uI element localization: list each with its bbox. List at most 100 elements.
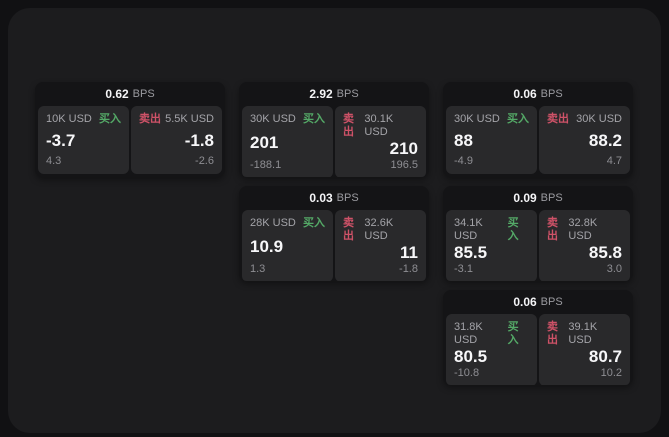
sell-panel-top: 卖出 30K USD: [547, 113, 622, 126]
bps-unit-label: BPS: [132, 88, 155, 100]
sell-panel-top: 卖出 30.1K USD: [343, 113, 418, 139]
bps-value: 2.92: [309, 87, 333, 101]
bps-value: 0.62: [105, 87, 129, 101]
sell-side-label: 卖出: [343, 113, 354, 138]
quote-panels: 31.8K USD 买入 80.5 -10.8 卖出 39.1K USD 80.…: [443, 314, 633, 385]
bps-unit-label: BPS: [540, 192, 563, 204]
card-header: 0.09 BPS: [443, 186, 633, 210]
sell-delta: 10.2: [600, 367, 622, 379]
buy-delta: -10.8: [454, 367, 480, 379]
buy-delta: -4.9: [454, 155, 473, 167]
sell-amount: 39.1K USD: [568, 321, 598, 346]
sell-panel-top: 卖出 39.1K USD: [547, 321, 622, 347]
app-surface: 0.62 BPS 10K USD 买入 -3.7 4.3 卖出 5.5K USD: [8, 8, 661, 433]
bps-value: 0.03: [309, 191, 333, 205]
sell-price: 11: [400, 243, 418, 262]
sell-panel-top: 卖出 32.8K USD: [547, 217, 622, 243]
bps-unit-label: BPS: [336, 88, 359, 100]
sell-panel[interactable]: 卖出 30.1K USD 210 196.5: [335, 106, 426, 177]
quote-card: 2.92 BPS 30K USD 买入 201 -188.1 卖出 30.1K …: [239, 82, 429, 177]
sell-panel[interactable]: 卖出 5.5K USD -1.8 -2.6: [131, 106, 222, 174]
buy-panel-top: 10K USD 买入: [46, 113, 121, 126]
buy-side-label: 买入: [303, 113, 325, 125]
buy-panel[interactable]: 28K USD 买入 10.9 1.3: [242, 210, 333, 281]
buy-delta: -3.1: [454, 263, 473, 275]
buy-panel-top: 28K USD 买入: [250, 217, 325, 230]
bps-value: 0.09: [513, 191, 537, 205]
card-header: 0.62 BPS: [35, 82, 225, 106]
sell-side-label: 卖出: [343, 217, 354, 242]
sell-side-label: 卖出: [139, 113, 161, 125]
sell-side-label: 卖出: [547, 321, 558, 346]
buy-delta: 4.3: [46, 155, 62, 167]
sell-panel[interactable]: 卖出 39.1K USD 80.7 10.2: [539, 314, 630, 385]
buy-delta: -188.1: [250, 159, 282, 171]
sell-price: -1.8: [184, 130, 214, 150]
buy-panel[interactable]: 31.8K USD 买入 80.5 -10.8: [446, 314, 537, 385]
quote-card: 0.06 BPS 31.8K USD 买入 80.5 -10.8 卖出 39.1…: [443, 290, 633, 385]
sell-panel[interactable]: 卖出 32.6K USD 11 -1.8: [335, 210, 426, 281]
buy-side-label: 买入: [507, 321, 519, 346]
sell-amount: 5.5K USD: [165, 113, 214, 125]
buy-panel-top: 31.8K USD 买入: [454, 321, 529, 347]
sell-delta: 4.7: [606, 155, 622, 167]
sell-price: 210: [389, 139, 418, 158]
sell-price: 85.8: [588, 243, 622, 262]
quote-panels: 34.1K USD 买入 85.5 -3.1 卖出 32.8K USD 85.8…: [443, 210, 633, 281]
buy-side-label: 买入: [303, 217, 325, 229]
sell-panel[interactable]: 卖出 30K USD 88.2 4.7: [539, 106, 630, 174]
buy-price: 201: [250, 132, 279, 152]
buy-side-label: 买入: [507, 217, 519, 242]
buy-panel[interactable]: 34.1K USD 买入 85.5 -3.1: [446, 210, 537, 281]
bps-value: 0.06: [513, 295, 537, 309]
buy-panel[interactable]: 30K USD 买入 88 -4.9: [446, 106, 537, 174]
bps-unit-label: BPS: [540, 88, 563, 100]
sell-amount: 30.1K USD: [364, 113, 394, 138]
sell-panel-top: 卖出 32.6K USD: [343, 217, 418, 243]
sell-amount: 30K USD: [576, 113, 622, 125]
buy-panel[interactable]: 30K USD 买入 201 -188.1: [242, 106, 333, 177]
buy-side-label: 买入: [507, 113, 529, 125]
buy-delta: 1.3: [250, 263, 266, 275]
sell-side-label: 卖出: [547, 113, 569, 125]
buy-panel-top: 30K USD 买入: [250, 113, 325, 126]
sell-delta: 3.0: [606, 263, 622, 275]
buy-amount: 31.8K USD: [454, 321, 483, 346]
sell-panel[interactable]: 卖出 32.8K USD 85.8 3.0: [539, 210, 630, 281]
quote-panels: 30K USD 买入 88 -4.9 卖出 30K USD 88.2 4.7: [443, 106, 633, 177]
card-header: 0.06 BPS: [443, 82, 633, 106]
sell-price: 80.7: [588, 347, 622, 366]
buy-amount: 30K USD: [454, 113, 500, 125]
bps-value: 0.06: [513, 87, 537, 101]
bps-unit-label: BPS: [336, 192, 359, 204]
sell-delta: 196.5: [390, 159, 418, 171]
buy-amount: 28K USD: [250, 217, 296, 229]
buy-amount: 10K USD: [46, 113, 92, 125]
buy-price: -3.7: [46, 130, 76, 150]
sell-amount: 32.6K USD: [364, 217, 394, 242]
buy-panel[interactable]: 10K USD 买入 -3.7 4.3: [38, 106, 129, 174]
quote-card: 0.09 BPS 34.1K USD 买入 85.5 -3.1 卖出 32.8K…: [443, 186, 633, 281]
quote-panels: 30K USD 买入 201 -188.1 卖出 30.1K USD 210 1…: [239, 106, 429, 177]
card-header: 0.06 BPS: [443, 290, 633, 314]
buy-amount: 30K USD: [250, 113, 296, 125]
buy-side-label: 买入: [99, 113, 121, 125]
card-header: 0.03 BPS: [239, 186, 429, 210]
quote-panels: 28K USD 买入 10.9 1.3 卖出 32.6K USD 11 -1.8: [239, 210, 429, 281]
sell-price: 88.2: [588, 130, 622, 150]
quote-card: 0.03 BPS 28K USD 买入 10.9 1.3 卖出 32.6K US…: [239, 186, 429, 281]
sell-amount: 32.8K USD: [568, 217, 598, 242]
sell-delta: -1.8: [399, 263, 418, 275]
quote-card: 0.06 BPS 30K USD 买入 88 -4.9 卖出 30K USD: [443, 82, 633, 177]
buy-panel-top: 30K USD 买入: [454, 113, 529, 126]
quote-panels: 10K USD 买入 -3.7 4.3 卖出 5.5K USD -1.8 -2.…: [35, 106, 225, 177]
bps-unit-label: BPS: [540, 296, 563, 308]
quote-card: 0.62 BPS 10K USD 买入 -3.7 4.3 卖出 5.5K USD: [35, 82, 225, 177]
buy-amount: 34.1K USD: [454, 217, 483, 242]
buy-price: 85.5: [454, 243, 488, 262]
quote-cards-grid: 0.62 BPS 10K USD 买入 -3.7 4.3 卖出 5.5K USD: [35, 82, 633, 385]
buy-price: 80.5: [454, 347, 488, 366]
card-header: 2.92 BPS: [239, 82, 429, 106]
sell-panel-top: 卖出 5.5K USD: [139, 113, 214, 126]
sell-delta: -2.6: [195, 155, 214, 167]
